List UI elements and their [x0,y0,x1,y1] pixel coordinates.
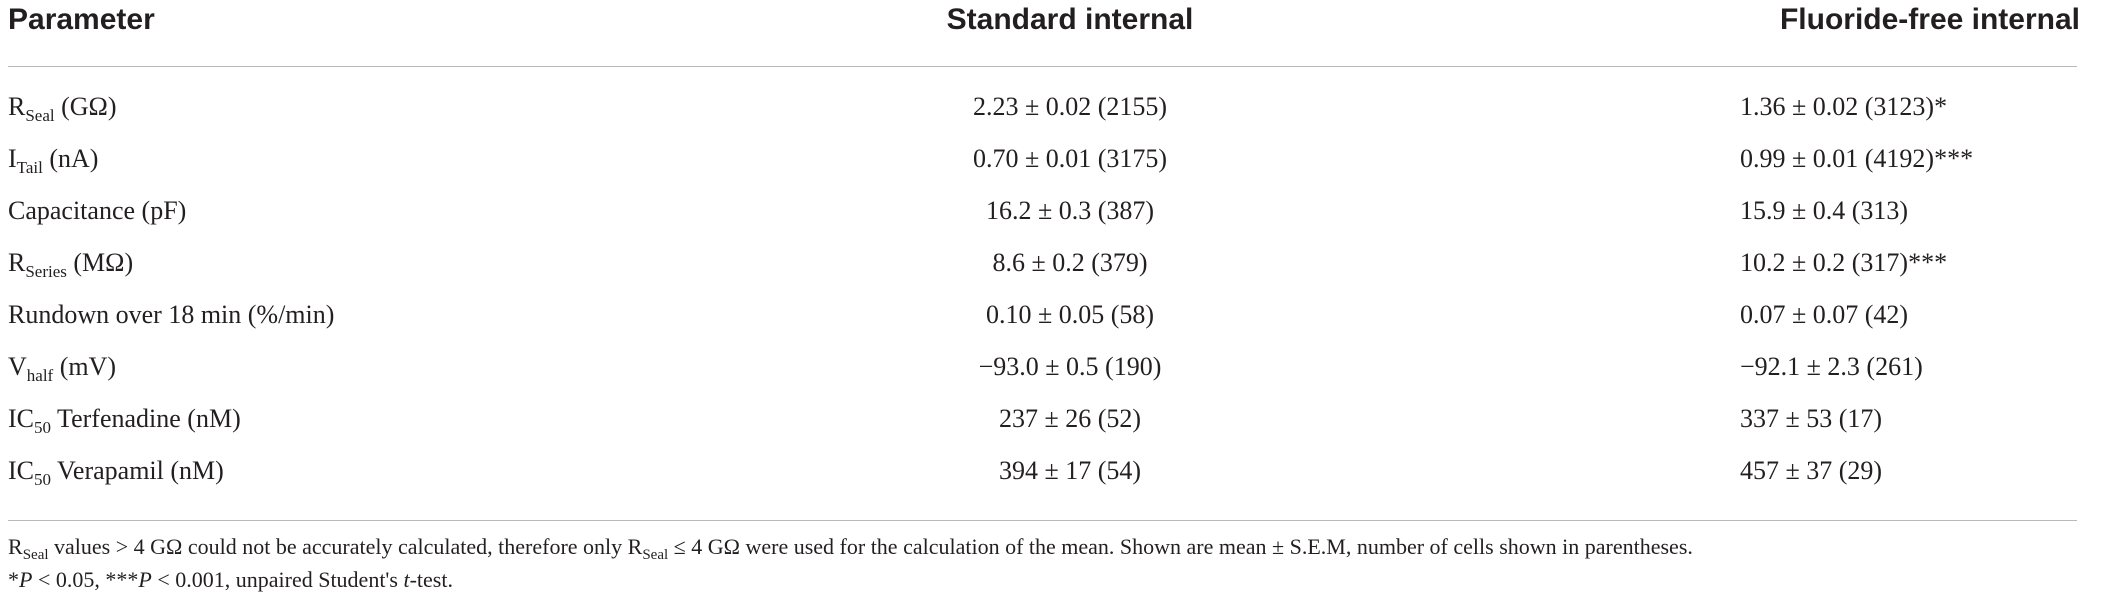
footnote-text: -test. [409,567,453,592]
row-standard-value: −93.0 ± 0.5 (190) [978,352,1162,381]
param-rest: (GΩ) [54,92,117,121]
row-parameter: Rundown over 18 min (%/min) [8,300,334,330]
table-body: RSeal (GΩ) 2.23 ± 0.02 (2155) 1.36 ± 0.0… [0,88,2077,504]
param-main: Capacitance (pF) [8,196,187,225]
param-sub: 50 [34,418,51,437]
footnote-line-2: *P < 0.05, ***P < 0.001, unpaired Studen… [8,563,2078,596]
footnote-text: < 0.001, unpaired Student's [151,567,404,592]
param-sub: half [26,366,54,385]
footer-divider [8,520,2077,521]
value-text: 1.36 ± 0.02 (3123)* [1740,92,1948,121]
row-fluoride-free-value: 337 ± 53 (17) [1740,404,2117,434]
row-standard-value: 237 ± 26 (52) [998,404,1142,433]
footnote-line-1: RSeal values > 4 GΩ could not be accurat… [8,530,2078,563]
row-fluoride-free-value: 457 ± 37 (29) [1740,456,2117,486]
row-parameter: Vhalf (mV) [8,352,117,385]
param-main: R [8,248,26,277]
table-row: RSeries (MΩ) 8.6 ± 0.2 (379) 10.2 ± 0.2 … [0,244,2077,296]
table-row: Capacitance (pF) 16.2 ± 0.3 (387) 15.9 ±… [0,192,2077,244]
table-row: IC50 Verapamil (nM) 394 ± 17 (54) 457 ± … [0,452,2077,504]
value-text: 0.07 ± 0.07 (42) [1740,300,1909,329]
row-fluoride-free-value: 0.07 ± 0.07 (42) [1740,300,2117,330]
param-main: I [8,144,17,173]
footnote-sub: Seal [642,547,669,563]
row-standard-value: 16.2 ± 0.3 (387) [985,196,1155,225]
row-standard-value: 2.23 ± 0.02 (2155) [972,92,1168,121]
footnote-text: R [8,534,23,559]
table-row: Vhalf (mV) −93.0 ± 0.5 (190) −92.1 ± 2.3… [0,348,2077,400]
row-standard-value: 394 ± 17 (54) [998,456,1142,485]
param-main: IC [8,456,34,485]
row-fluoride-free-value: 0.99 ± 0.01 (4192)*** [1740,144,2117,174]
row-parameter: RSeries (MΩ) [8,248,134,281]
row-parameter: IC50 Terfenadine (nM) [8,404,241,437]
row-parameter: IC50 Verapamil (nM) [8,456,224,489]
table-footnote: RSeal values > 4 GΩ could not be accurat… [8,530,2078,596]
row-standard-value: 8.6 ± 0.2 (379) [992,248,1148,277]
row-parameter: RSeal (GΩ) [8,92,117,125]
param-rest: (nA) [42,144,99,173]
footnote-italic: P [138,567,152,592]
footnote-italic: t [403,567,410,592]
row-fluoride-free-value: 10.2 ± 0.2 (317)*** [1740,248,2117,278]
param-sub: Seal [25,106,55,125]
footnote-text: ≤ 4 GΩ were used for the calculation of … [668,534,1693,559]
param-main: IC [8,404,34,433]
param-sub: Series [25,262,67,281]
value-text: 15.9 ± 0.4 (313) [1740,196,1909,225]
table-header-row: Parameter Standard internal Fluoride-fre… [0,0,2080,62]
header-fluoride-free-internal: Fluoride-free internal [1779,3,2080,36]
footnote-text: * [8,567,19,592]
param-rest: Verapamil (nM) [51,456,224,485]
value-text: 457 ± 37 (29) [1740,456,1883,485]
value-text: −92.1 ± 2.3 (261) [1740,352,1923,381]
param-main: R [8,92,26,121]
value-text: 0.99 ± 0.01 (4192)*** [1740,144,1974,173]
table-row: IC50 Terfenadine (nM) 237 ± 26 (52) 337 … [0,400,2077,452]
row-parameter: ITail (nA) [8,144,99,177]
header-standard-internal: Standard internal [946,3,1194,36]
table-row: ITail (nA) 0.70 ± 0.01 (3175) 0.99 ± 0.0… [0,140,2077,192]
header-parameter: Parameter [8,3,155,36]
param-sub: 50 [34,470,51,489]
row-fluoride-free-value: 15.9 ± 0.4 (313) [1740,196,2117,226]
row-fluoride-free-value: 1.36 ± 0.02 (3123)* [1740,92,2117,122]
footnote-sub: Seal [22,547,49,563]
table-row: RSeal (GΩ) 2.23 ± 0.02 (2155) 1.36 ± 0.0… [0,88,2077,140]
table-row: Rundown over 18 min (%/min) 0.10 ± 0.05 … [0,296,2077,348]
param-rest: Terfenadine (nM) [51,404,241,433]
param-rest: (MΩ) [66,248,134,277]
header-divider [8,66,2077,67]
footnote-italic: P [19,567,33,592]
row-standard-value: 0.70 ± 0.01 (3175) [972,144,1168,173]
footnote-text: < 0.05, *** [32,567,139,592]
param-main: V [8,352,27,381]
row-fluoride-free-value: −92.1 ± 2.3 (261) [1740,352,2117,382]
param-rest: (mV) [53,352,117,381]
row-standard-value: 0.10 ± 0.05 (58) [985,300,1155,329]
row-parameter: Capacitance (pF) [8,196,186,226]
param-sub: Tail [16,158,43,177]
footnote-text: values > 4 GΩ could not be accurately ca… [48,534,643,559]
value-text: 337 ± 53 (17) [1740,404,1883,433]
value-text: 10.2 ± 0.2 (317)*** [1740,248,1948,277]
param-main: Rundown over 18 min (%/min) [8,300,335,329]
